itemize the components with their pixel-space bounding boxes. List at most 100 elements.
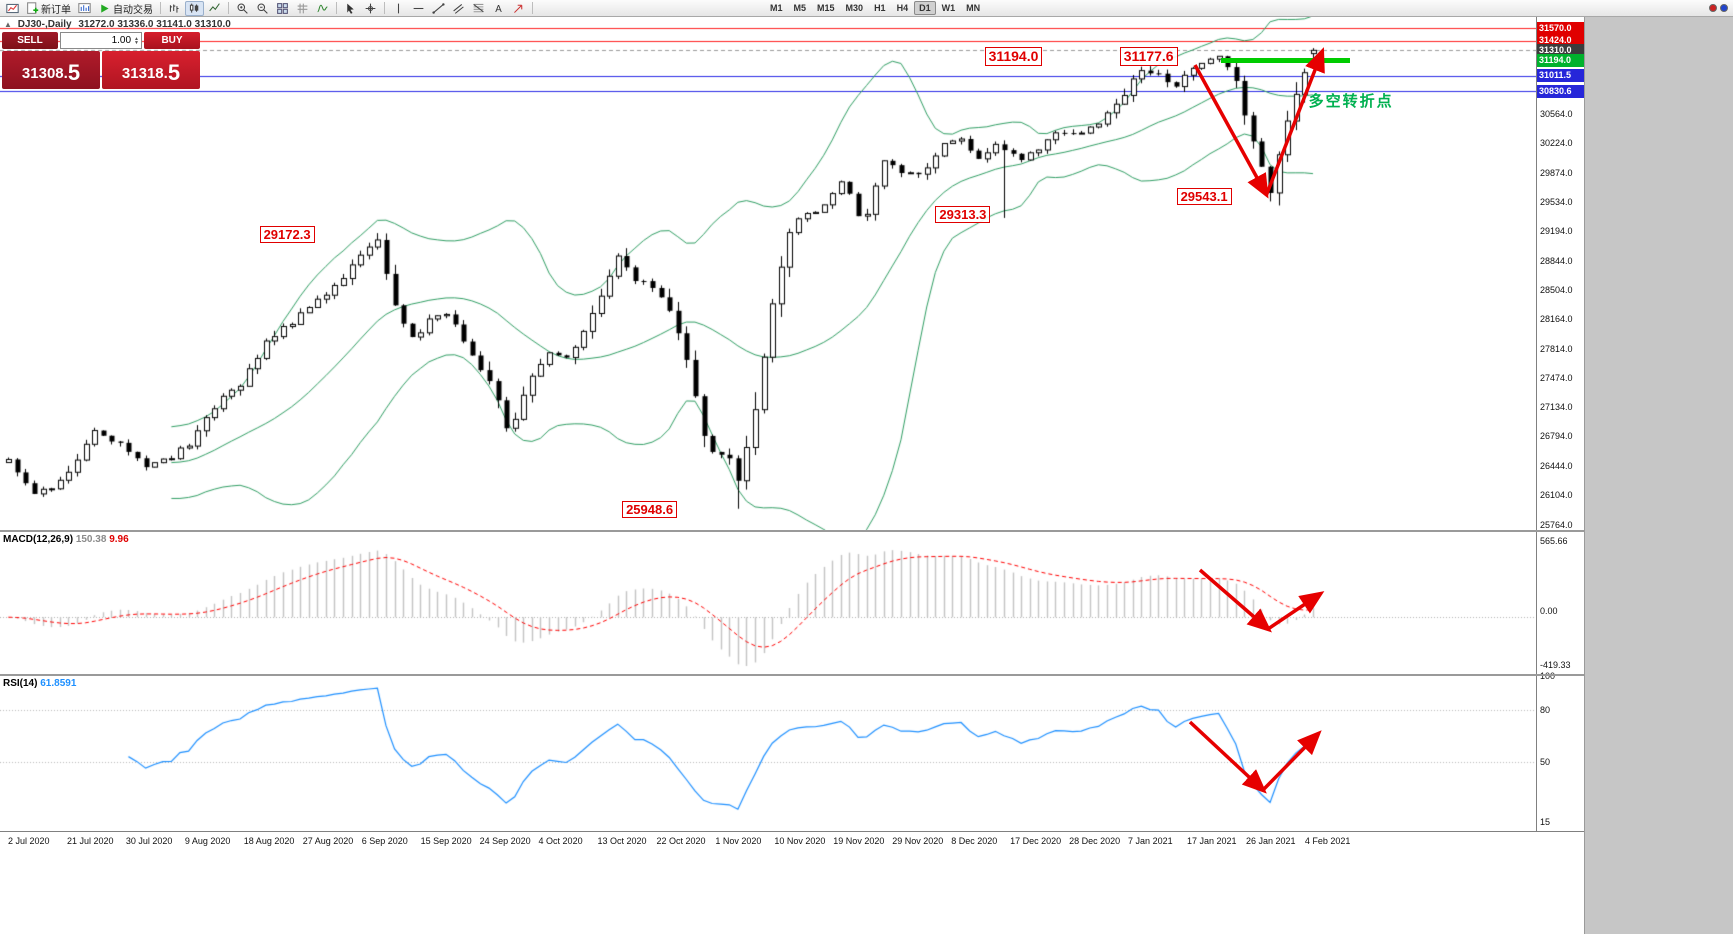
buy-price-main: 31318.	[121, 65, 168, 82]
one-click-trading-panel: SELL 1.00 ▲ ▼ BUY 31308. 5 31318. 5	[2, 32, 200, 89]
date-label: 10 Nov 2020	[774, 836, 826, 846]
buy-price-button[interactable]: 31318. 5	[102, 51, 200, 89]
price-tick: 29194.0	[1540, 226, 1573, 237]
macd-panel[interactable]: MACD(12,26,9) 150.38 9.96	[0, 532, 1536, 674]
macd-label: MACD(12,26,9)	[3, 534, 74, 545]
autotrading-icon	[98, 2, 111, 15]
grid-button[interactable]	[293, 1, 312, 16]
buy-price-frac: 5	[167, 60, 181, 85]
price-marker: 31310.0	[1537, 43, 1584, 57]
volume-up-icon[interactable]: ▲	[134, 35, 139, 42]
date-label: 29 Nov 2020	[892, 836, 944, 846]
trade-controls-row: SELL 1.00 ▲ ▼ BUY	[2, 32, 200, 49]
support-highlight-segment[interactable]	[1221, 57, 1351, 63]
zoom-out-icon	[256, 2, 269, 15]
chart-ohlc-values: 31272.0 31336.0 31141.0 31310.0	[78, 19, 231, 30]
price-annotation-label[interactable]: 29313.3	[935, 206, 991, 224]
volume-down-icon[interactable]: ▼	[134, 39, 139, 46]
date-label: 7 Jan 2021	[1128, 836, 1173, 846]
arrows-button[interactable]	[509, 1, 528, 16]
timeframe-m15[interactable]: M15	[817, 3, 835, 13]
price-scale[interactable]: 30564.0 30224.0 29874.0 29534.0 29194.0 28844…	[1536, 17, 1584, 831]
trendline-button[interactable]	[429, 1, 448, 16]
timeframe-m1[interactable]: M1	[770, 3, 783, 13]
chart-window-button[interactable]	[75, 1, 94, 16]
crosshair-button[interactable]	[361, 1, 380, 16]
turning-point-annotation[interactable]: 多空转折点	[1308, 93, 1394, 111]
date-label: 22 Oct 2020	[656, 836, 706, 846]
price-chart-panel[interactable]: ▲ DJ30-,Daily 31272.0 31336.0 31141.0 31…	[0, 17, 1536, 530]
macd-axis-label: 0.00	[1540, 606, 1558, 617]
timeframe-switcher: M1 M5 M15 M30 H1 H4 D1 W1 MN	[765, 1, 985, 15]
price-annotation-label[interactable]: 29543.1	[1176, 187, 1232, 205]
tile-windows-button[interactable]	[273, 1, 292, 16]
oneclick-collapse-icon[interactable]: ▲	[4, 20, 12, 29]
rsi-value: 61.8591	[40, 678, 77, 689]
toolbar-extra-blue-icon[interactable]	[1720, 4, 1728, 12]
rsi-label: RSI(14)	[3, 678, 38, 689]
candlestick-canvas[interactable]	[0, 17, 1536, 530]
timeframe-mn[interactable]: MN	[966, 3, 981, 13]
price-tick: 30224.0	[1540, 138, 1573, 149]
date-label: 24 Sep 2020	[479, 836, 531, 846]
zoom-in-button[interactable]	[233, 1, 252, 16]
price-annotation-label[interactable]: 29172.3	[259, 226, 315, 244]
autotrading-button-label: 自动交易	[113, 4, 153, 16]
buy-button[interactable]: BUY	[144, 32, 200, 49]
text-button[interactable]: A	[489, 1, 508, 16]
rsi-panel[interactable]: RSI(14) 61.8591	[0, 676, 1536, 831]
vline-icon	[392, 2, 405, 15]
date-label: 1 Nov 2020	[715, 836, 762, 846]
candlestick-button[interactable]	[185, 0, 204, 16]
timeframe-h1[interactable]: H1	[874, 3, 886, 13]
toolbar-right-icons	[1709, 4, 1730, 12]
rsi-panel-divider[interactable]	[0, 674, 1584, 676]
price-annotation-label[interactable]: 25948.6	[622, 501, 678, 519]
autotrading-button[interactable]: 自动交易	[95, 1, 156, 16]
time-axis[interactable]: 2 Jul 2020 21 Jul 2020 30 Jul 2020 9 Aug 20…	[0, 831, 1584, 849]
tile-icon	[276, 2, 289, 15]
chart-window-icon	[78, 2, 91, 15]
timeframe-w1[interactable]: W1	[941, 3, 956, 13]
volume-input[interactable]: 1.00 ▲ ▼	[60, 32, 142, 49]
volume-value[interactable]: 1.00	[111, 35, 132, 46]
svg-text:A: A	[495, 3, 502, 14]
price-marker: 30830.6	[1537, 84, 1584, 98]
timeframe-d1[interactable]: D1	[914, 1, 936, 15]
bar-chart-button[interactable]	[165, 1, 184, 16]
price-annotation-label[interactable]: 31194.0	[984, 47, 1043, 67]
price-tick: 28164.0	[1540, 314, 1573, 325]
right-side-panel	[1584, 17, 1733, 934]
horizontal-line-button[interactable]	[409, 1, 428, 16]
date-label: 8 Dec 2020	[951, 836, 998, 846]
vertical-line-button[interactable]	[389, 1, 408, 16]
line-chart-button[interactable]	[205, 1, 224, 16]
cursor-button[interactable]	[341, 1, 360, 16]
rsi-axis-label: 50	[1540, 757, 1551, 768]
date-label: 18 Aug 2020	[243, 836, 295, 846]
timeframe-m30[interactable]: M30	[845, 3, 864, 13]
rsi-axis-label: 80	[1540, 705, 1551, 716]
price-annotation-label[interactable]: 31177.6	[1119, 47, 1178, 67]
channel-button[interactable]	[449, 1, 468, 16]
rsi-axis-label: 15	[1540, 817, 1551, 828]
price-tick: 26444.0	[1540, 461, 1573, 472]
zoom-out-button[interactable]	[253, 1, 272, 16]
price-tick: 28504.0	[1540, 285, 1573, 296]
macd-panel-divider[interactable]	[0, 530, 1584, 532]
sell-button[interactable]: SELL	[2, 32, 58, 49]
rsi-label-row: RSI(14) 61.8591	[3, 678, 76, 689]
toolbar-extra-red-icon[interactable]	[1709, 4, 1717, 12]
date-label: 2 Jul 2020	[8, 836, 50, 846]
price-marker: 31570.0	[1537, 21, 1584, 35]
macd-label-row: MACD(12,26,9) 150.38 9.96	[3, 534, 129, 545]
timeframe-h4[interactable]: H4	[896, 3, 909, 13]
timeframe-m5[interactable]: M5	[793, 3, 807, 13]
new-order-button[interactable]: 新订单	[23, 1, 74, 16]
indicators-button[interactable]	[313, 1, 332, 16]
fibonacci-button[interactable]	[469, 1, 488, 16]
sell-price-button[interactable]: 31308. 5	[2, 51, 100, 89]
crosshair-icon	[364, 2, 377, 15]
app-button[interactable]	[3, 1, 22, 16]
fibonacci-icon	[472, 2, 485, 15]
